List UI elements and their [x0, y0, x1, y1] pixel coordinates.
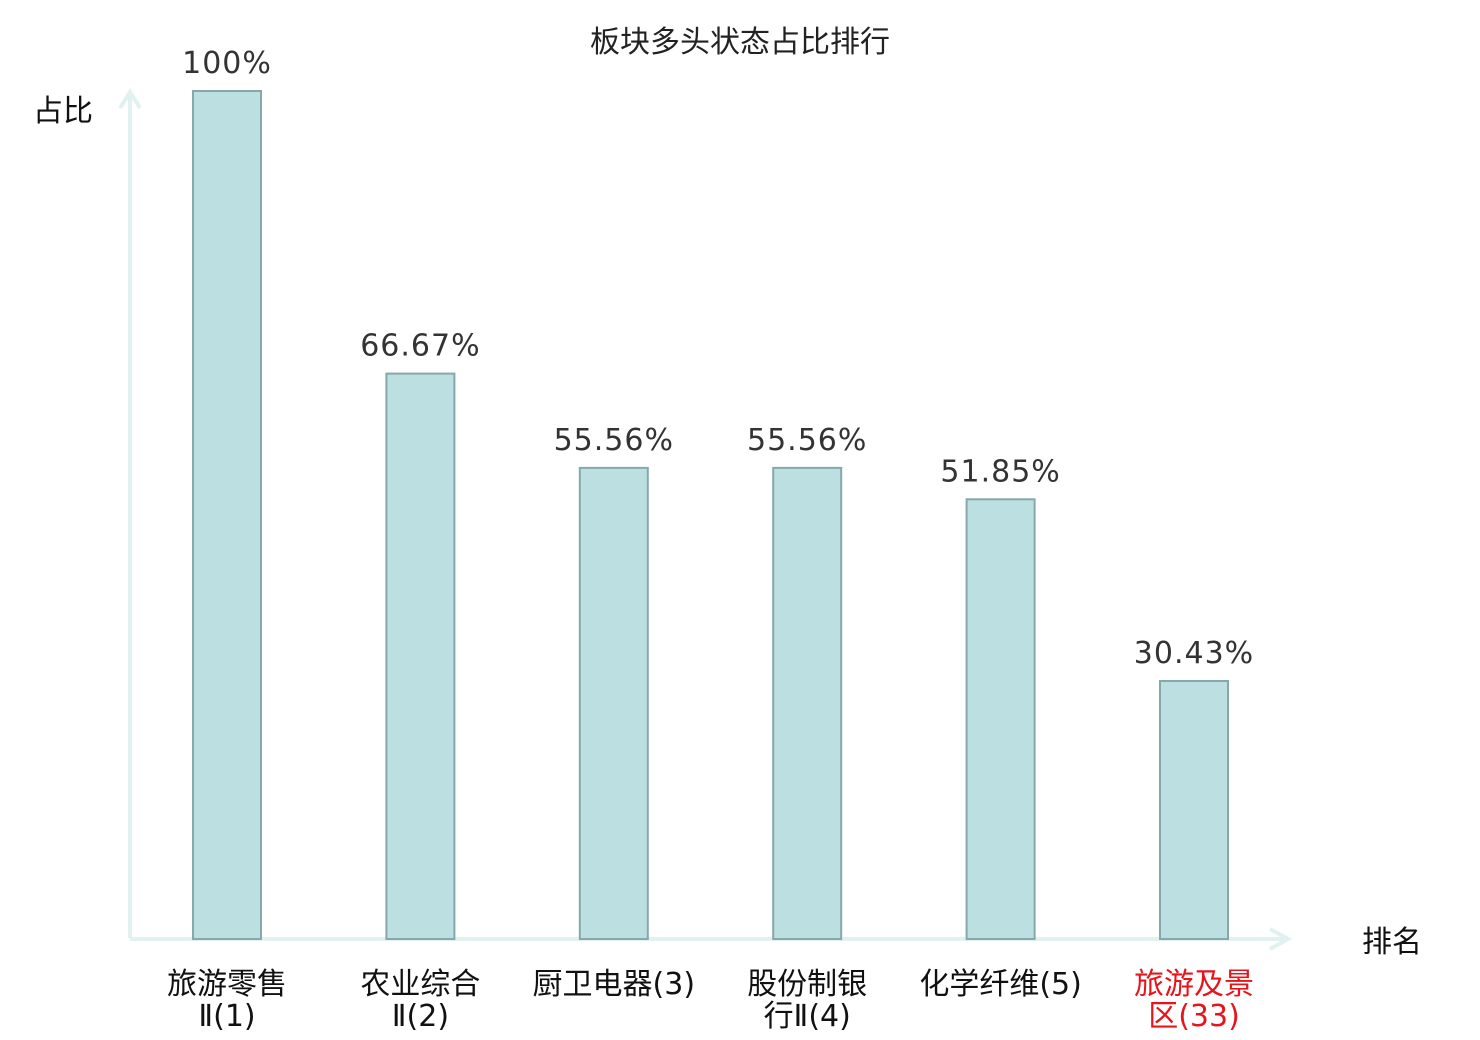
bar-4 [772, 466, 843, 940]
x-axis-label: 排名 [1362, 925, 1422, 960]
bar-1 [192, 90, 262, 940]
value-label-1: 100% [182, 46, 272, 81]
category-label-line: 厨卫电器(3) [533, 967, 696, 1002]
category-label-5: 化学纤维(5) [919, 967, 1082, 1002]
y-axis-arrow [118, 88, 142, 110]
value-label-2: 66.67% [360, 329, 480, 364]
category-label-line: 旅游及景 [1134, 967, 1254, 1002]
bar-2 [385, 372, 456, 941]
bar-series [192, 90, 1229, 941]
value-label-3: 55.56% [554, 423, 674, 458]
category-label-3: 厨卫电器(3) [533, 967, 696, 1002]
category-label-line: 农业综合 [360, 967, 480, 1002]
category-labels: 旅游零售 Ⅱ(1) 农业综合 Ⅱ(2) 厨卫电器(3) 股份制银行Ⅱ(4) 化学纤维(5) 旅… [167, 967, 1254, 1034]
category-label-line: 区(33) [1148, 999, 1240, 1034]
bar-6 [1159, 680, 1229, 940]
value-label-6: 30.43% [1134, 636, 1254, 671]
y-axis-label: 占比 [33, 94, 93, 129]
category-label-4: 股份制银行Ⅱ(4) [747, 967, 867, 1034]
category-label-2: 农业综合 Ⅱ(2) [360, 967, 480, 1034]
category-label-line: 旅游零售 [167, 967, 287, 1002]
category-label-line: Ⅱ(2) [392, 999, 449, 1034]
category-label-6: 旅游及景区(33) [1134, 967, 1254, 1034]
value-label-4: 55.56% [747, 423, 867, 458]
chart-title: 板块多头状态占比排行 [590, 25, 890, 60]
bar-3 [578, 466, 649, 940]
value-labels: 100% 66.67% 55.56% 55.56% 51.85% 30.43% [182, 46, 1254, 671]
x-axis-arrow [1269, 927, 1293, 951]
category-label-1: 旅游零售 Ⅱ(1) [167, 967, 287, 1034]
category-label-line: 行Ⅱ(4) [764, 999, 851, 1034]
axes [118, 88, 1293, 951]
category-label-line: Ⅱ(1) [198, 999, 255, 1034]
value-label-5: 51.85% [940, 454, 1060, 489]
bar-5 [965, 498, 1036, 940]
category-label-line: 化学纤维(5) [919, 967, 1082, 1002]
category-label-line: 股份制银 [747, 967, 867, 1002]
